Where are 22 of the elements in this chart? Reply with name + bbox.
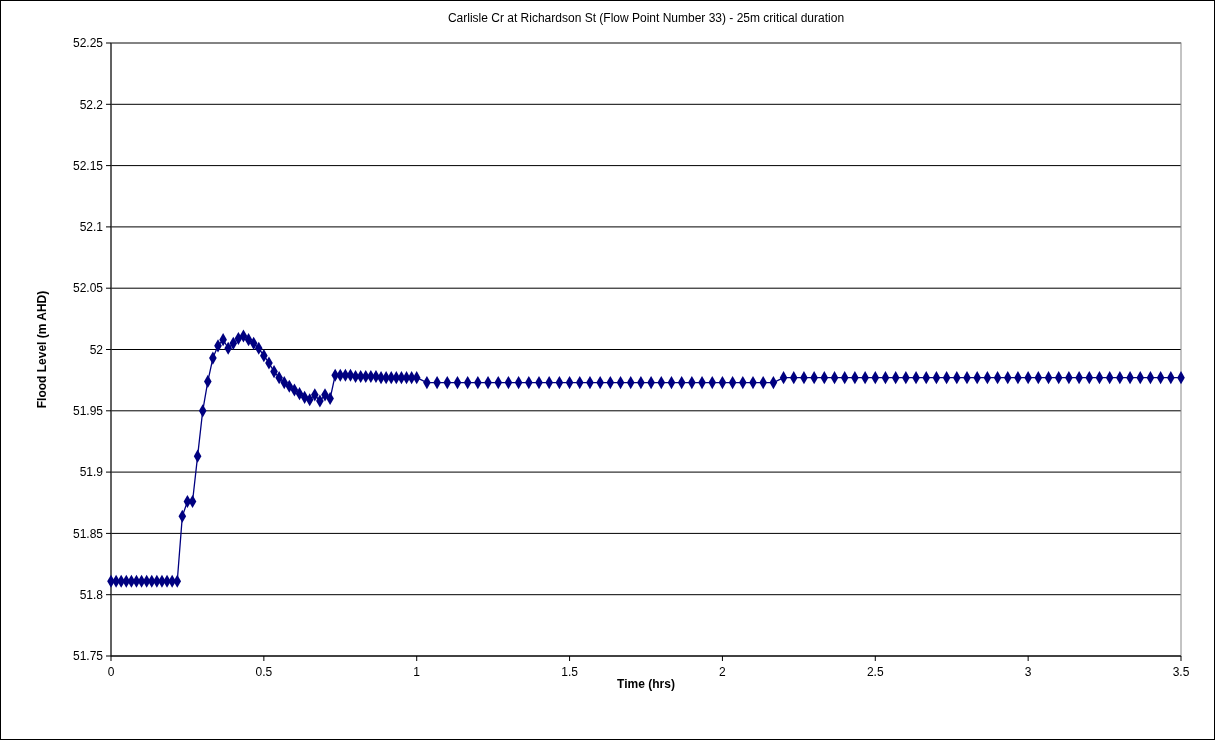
x-tick-label: 3.5 xyxy=(1172,665,1190,679)
y-tick-label: 51.95 xyxy=(72,404,104,418)
x-tick-label: 1 xyxy=(413,665,421,679)
x-tick-label: 0.5 xyxy=(255,665,273,679)
y-tick-label: 52.25 xyxy=(72,36,104,51)
x-tick-label: 1.5 xyxy=(561,665,579,679)
y-tick-label: 51.8 xyxy=(79,587,104,602)
y-tick-label: 51.85 xyxy=(72,526,104,541)
x-tick-label: 0 xyxy=(107,665,115,679)
x-tick-label: 2.5 xyxy=(866,665,884,679)
y-tick-label: 52.05 xyxy=(72,281,104,296)
y-axis-title: Flood Level (m AHD) xyxy=(35,290,49,409)
chart-title: Carlisle Cr at Richardson St (Flow Point Number 33) - 25m critical duration xyxy=(447,11,845,25)
y-tick-label: 52.15 xyxy=(72,158,104,173)
y-tick-label: 51.75 xyxy=(72,649,104,664)
y-tick-label: 52 xyxy=(89,342,104,357)
y-tick-label: 52.1 xyxy=(79,220,104,235)
y-tick-label: 52.2 xyxy=(79,97,104,112)
x-tick-label: 3 xyxy=(1024,665,1032,679)
x-tick-label: 2 xyxy=(719,665,727,679)
x-axis-title: Time (hrs) xyxy=(617,677,675,691)
y-tick-label: 51.9 xyxy=(79,465,104,480)
